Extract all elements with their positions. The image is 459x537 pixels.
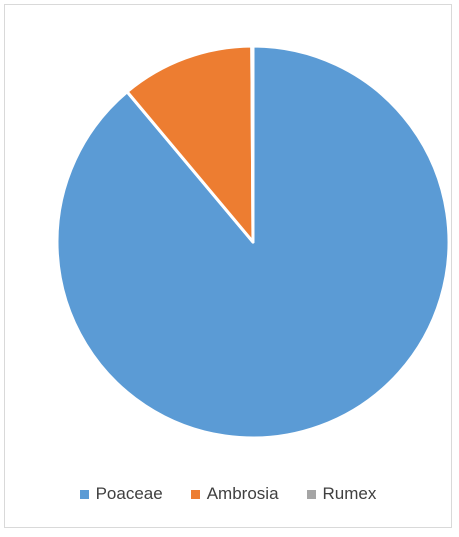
legend: Poaceae Ambrosia Rumex	[5, 484, 451, 504]
legend-swatch-ambrosia	[190, 489, 200, 499]
legend-item-rumex: Rumex	[306, 484, 377, 504]
chart-area: Poaceae Ambrosia Rumex	[4, 4, 452, 528]
legend-label-poaceae: Poaceae	[95, 484, 163, 503]
legend-label-rumex: Rumex	[322, 484, 377, 503]
legend-item-ambrosia: Ambrosia	[190, 484, 279, 504]
legend-item-poaceae: Poaceae	[79, 484, 163, 504]
pie-slice-ambrosia	[125, 44, 255, 244]
pie-chart	[55, 44, 451, 440]
legend-swatch-poaceae	[79, 489, 89, 499]
legend-swatch-rumex	[306, 489, 316, 499]
legend-label-ambrosia: Ambrosia	[206, 484, 279, 503]
pie-slice-rumex	[250, 44, 255, 244]
